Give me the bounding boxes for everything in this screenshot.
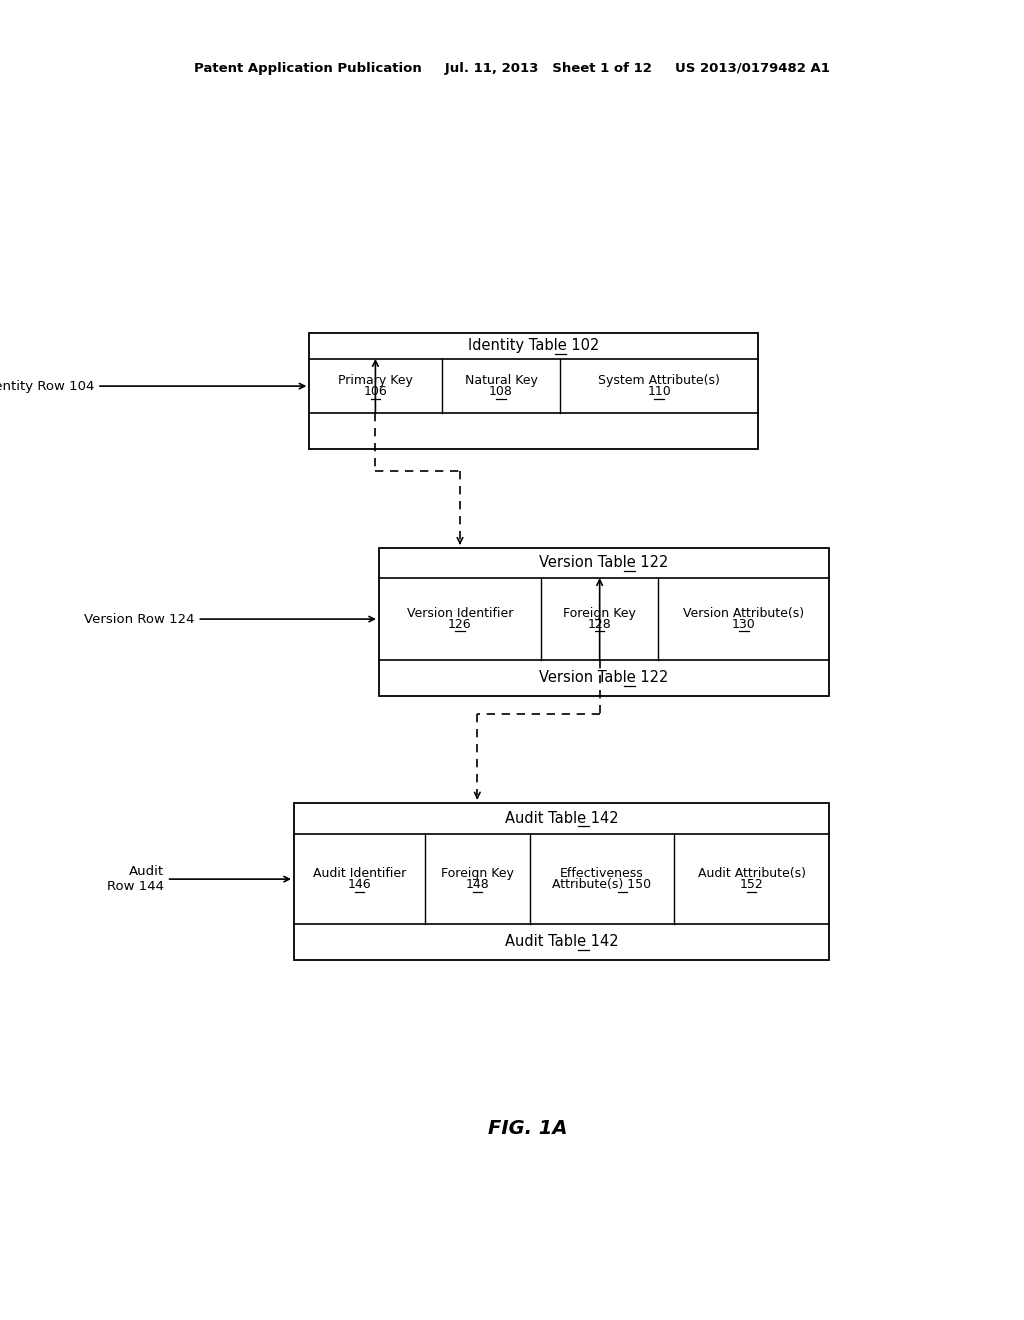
Bar bbox=[379, 548, 829, 696]
Text: Audit
Row 144: Audit Row 144 bbox=[106, 865, 289, 894]
Text: Audit Table 142: Audit Table 142 bbox=[505, 935, 618, 949]
Text: Effectiveness: Effectiveness bbox=[560, 867, 644, 880]
Text: Patent Application Publication     Jul. 11, 2013   Sheet 1 of 12     US 2013/017: Patent Application Publication Jul. 11, … bbox=[195, 62, 829, 75]
Text: 130: 130 bbox=[732, 618, 756, 631]
Bar bbox=[294, 803, 829, 960]
Text: 148: 148 bbox=[466, 878, 489, 891]
Text: Version Table 122: Version Table 122 bbox=[540, 671, 669, 685]
Text: Natural Key: Natural Key bbox=[465, 374, 538, 387]
Text: FIG. 1A: FIG. 1A bbox=[487, 1119, 567, 1138]
Text: 106: 106 bbox=[364, 385, 387, 399]
Text: Foreign Key: Foreign Key bbox=[563, 607, 636, 620]
Text: 146: 146 bbox=[348, 878, 372, 891]
Text: Version Attribute(s): Version Attribute(s) bbox=[683, 607, 805, 620]
Bar bbox=[309, 333, 758, 449]
Text: Identity Table 102: Identity Table 102 bbox=[468, 338, 599, 354]
Text: 108: 108 bbox=[489, 385, 513, 399]
Text: Foreign Key: Foreign Key bbox=[441, 867, 514, 880]
Text: 152: 152 bbox=[740, 878, 764, 891]
Text: Version Row 124: Version Row 124 bbox=[84, 612, 374, 626]
Text: Primary Key: Primary Key bbox=[338, 374, 413, 387]
Text: Attribute(s) 150: Attribute(s) 150 bbox=[552, 878, 651, 891]
Text: System Attribute(s): System Attribute(s) bbox=[598, 374, 720, 387]
Text: 126: 126 bbox=[449, 618, 472, 631]
Text: Version Table 122: Version Table 122 bbox=[540, 556, 669, 570]
Text: Audit Attribute(s): Audit Attribute(s) bbox=[697, 867, 806, 880]
Text: 110: 110 bbox=[647, 385, 671, 399]
Text: Version Identifier: Version Identifier bbox=[407, 607, 513, 620]
Text: 128: 128 bbox=[588, 618, 611, 631]
Text: Audit Table 142: Audit Table 142 bbox=[505, 810, 618, 826]
Text: Audit Identifier: Audit Identifier bbox=[313, 867, 407, 880]
Text: Identity Row 104: Identity Row 104 bbox=[0, 380, 304, 392]
